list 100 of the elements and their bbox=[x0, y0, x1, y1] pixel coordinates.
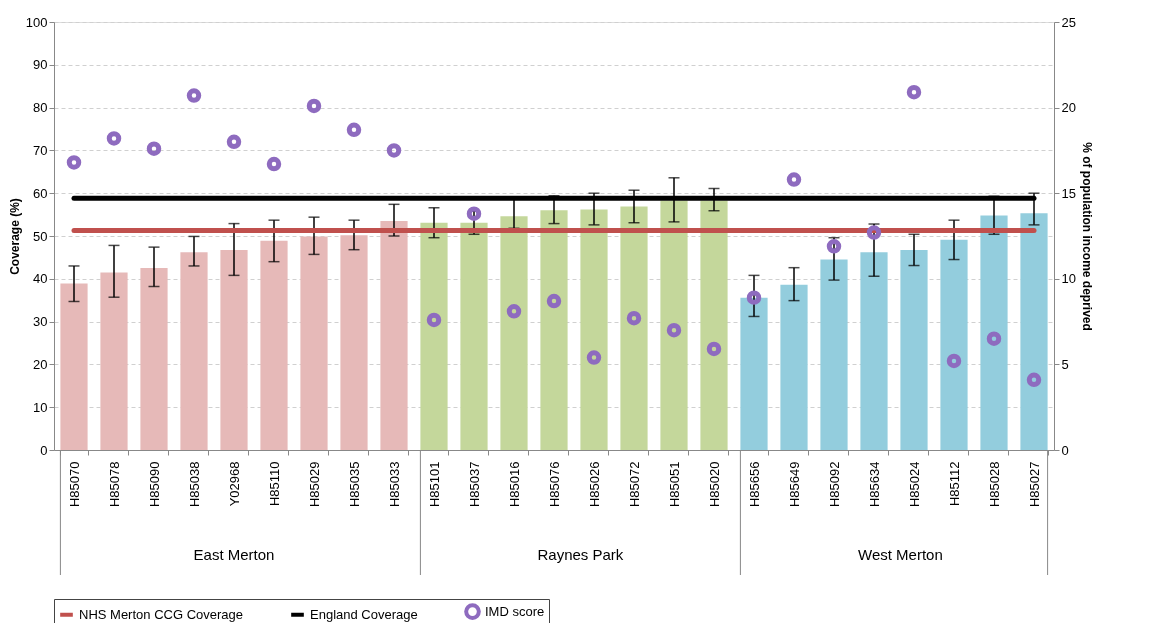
point bbox=[506, 304, 522, 319]
y2-tick-label: 5 bbox=[1061, 356, 1069, 372]
text: West Merton bbox=[858, 546, 943, 563]
point bbox=[946, 353, 962, 369]
point bbox=[146, 141, 162, 156]
bar bbox=[740, 297, 768, 450]
bar bbox=[180, 252, 208, 450]
text: Raynes Park bbox=[537, 546, 624, 563]
x-tick-label: H85026 bbox=[586, 461, 602, 508]
bar bbox=[460, 222, 488, 450]
x-tick-label: H85101 bbox=[426, 461, 442, 508]
bar bbox=[780, 284, 808, 450]
legend-label: NHS Merton CCG Coverage bbox=[79, 606, 243, 622]
point bbox=[66, 155, 82, 170]
bar bbox=[140, 268, 168, 450]
point bbox=[1026, 372, 1042, 388]
y-tick-label: 0 bbox=[40, 442, 48, 458]
y-tick-label: 70 bbox=[33, 142, 48, 158]
y-tick-label: 40 bbox=[33, 271, 48, 287]
x-tick-label: H85112 bbox=[946, 461, 962, 507]
bar bbox=[980, 215, 1008, 450]
point bbox=[106, 131, 122, 146]
x-tick-label: H85051 bbox=[666, 461, 682, 508]
point bbox=[306, 98, 322, 114]
x-tick-label: H85070 bbox=[66, 461, 82, 508]
bar bbox=[300, 236, 328, 450]
y2-tick-label: 20 bbox=[1061, 100, 1076, 116]
bar bbox=[340, 235, 368, 450]
x-tick-label: H85038 bbox=[186, 461, 202, 508]
point bbox=[226, 134, 242, 150]
bar bbox=[700, 200, 728, 450]
bar bbox=[260, 240, 288, 450]
x-tick-label: H85033 bbox=[386, 461, 402, 508]
x-tick-label: H85029 bbox=[306, 461, 322, 508]
bar bbox=[820, 259, 848, 450]
x-tick-label: H85037 bbox=[466, 461, 482, 508]
x-tick-label: H85016 bbox=[506, 461, 522, 508]
point bbox=[746, 290, 762, 305]
y2-tick-label: 15 bbox=[1061, 185, 1076, 201]
bar bbox=[940, 239, 968, 450]
y-tick-label: 60 bbox=[33, 185, 48, 201]
bar bbox=[900, 250, 928, 450]
point bbox=[986, 331, 1002, 346]
point bbox=[346, 122, 362, 138]
point bbox=[266, 156, 282, 172]
point bbox=[426, 312, 442, 328]
x-tick-label: H85072 bbox=[626, 461, 642, 508]
y2-axis-title: % of population income deprived bbox=[1079, 142, 1094, 331]
point bbox=[786, 172, 802, 187]
x-tick-label: H85092 bbox=[826, 461, 842, 508]
y-tick-label: 30 bbox=[33, 314, 48, 330]
legend-label: IMD score bbox=[485, 603, 545, 619]
point bbox=[826, 239, 842, 254]
y-tick-label: 80 bbox=[33, 100, 48, 116]
bar bbox=[860, 252, 888, 450]
bar bbox=[540, 210, 568, 450]
y-tick-label: 10 bbox=[33, 399, 48, 415]
x-tick-label: H85078 bbox=[106, 461, 122, 508]
x-tick-label: H85027 bbox=[1026, 461, 1042, 508]
y-tick-label: 20 bbox=[33, 356, 48, 372]
point bbox=[706, 341, 722, 357]
bar bbox=[620, 206, 648, 450]
y2-tick-label: 25 bbox=[1061, 14, 1076, 30]
point bbox=[866, 225, 882, 240]
x-tick-label: H85020 bbox=[706, 461, 722, 508]
point bbox=[666, 322, 682, 338]
x-tick-label: H85035 bbox=[346, 461, 362, 508]
y-tick-label: 50 bbox=[33, 228, 48, 244]
x-tick-label: H85649 bbox=[786, 461, 802, 508]
x-tick-label: H85656 bbox=[746, 461, 762, 508]
bar bbox=[380, 221, 408, 450]
bar bbox=[220, 250, 248, 450]
x-tick-label: H85024 bbox=[906, 461, 922, 508]
point bbox=[626, 310, 642, 326]
x-tick-label: H85090 bbox=[146, 461, 162, 508]
x-tick-label: H85634 bbox=[866, 461, 882, 508]
point bbox=[186, 88, 202, 103]
legend-label: England Coverage bbox=[310, 606, 418, 622]
bar bbox=[660, 200, 688, 450]
text: East Merton bbox=[193, 546, 275, 563]
point bbox=[906, 84, 922, 100]
point bbox=[466, 206, 482, 221]
bar bbox=[500, 216, 528, 450]
bar bbox=[1020, 213, 1048, 450]
bar bbox=[100, 272, 128, 450]
y-tick-label: 90 bbox=[33, 57, 48, 73]
y-axis-title: Coverage (%) bbox=[7, 198, 22, 275]
x-tick-label: H85110 bbox=[266, 461, 282, 507]
bar bbox=[420, 222, 448, 450]
y2-tick-label: 10 bbox=[1061, 271, 1076, 287]
y-tick-label: 100 bbox=[25, 14, 48, 30]
bar bbox=[60, 283, 88, 450]
y2-tick-label: 0 bbox=[1061, 442, 1069, 458]
x-tick-label: Y02968 bbox=[226, 461, 242, 507]
point bbox=[386, 143, 402, 158]
point bbox=[546, 293, 562, 309]
x-tick-label: H85028 bbox=[986, 461, 1002, 508]
point bbox=[586, 350, 602, 365]
x-tick-label: H85076 bbox=[546, 461, 562, 508]
bar bbox=[580, 209, 608, 450]
